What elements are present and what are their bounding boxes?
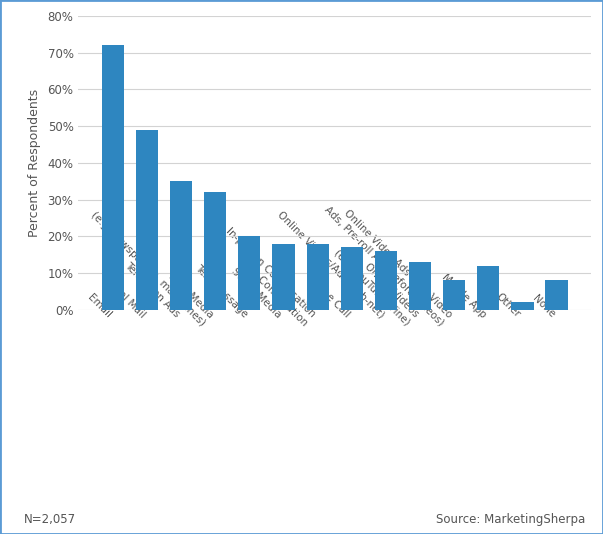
Bar [375, 251, 397, 310]
Bar [273, 244, 294, 310]
Bar [238, 236, 260, 310]
Bar [341, 247, 363, 310]
Y-axis label: Percent of Respondents: Percent of Respondents [28, 89, 40, 237]
Bar [443, 280, 466, 310]
Bar [511, 302, 534, 310]
Bar [306, 244, 329, 310]
Text: Source: MarketingSherpa: Source: MarketingSherpa [435, 513, 585, 526]
Bar [102, 45, 124, 310]
Bar [546, 280, 567, 310]
Bar [409, 262, 431, 310]
Bar [136, 130, 158, 310]
Text: N=2,057: N=2,057 [24, 513, 76, 526]
Bar [170, 181, 192, 310]
Bar [477, 266, 499, 310]
Bar [204, 192, 226, 310]
